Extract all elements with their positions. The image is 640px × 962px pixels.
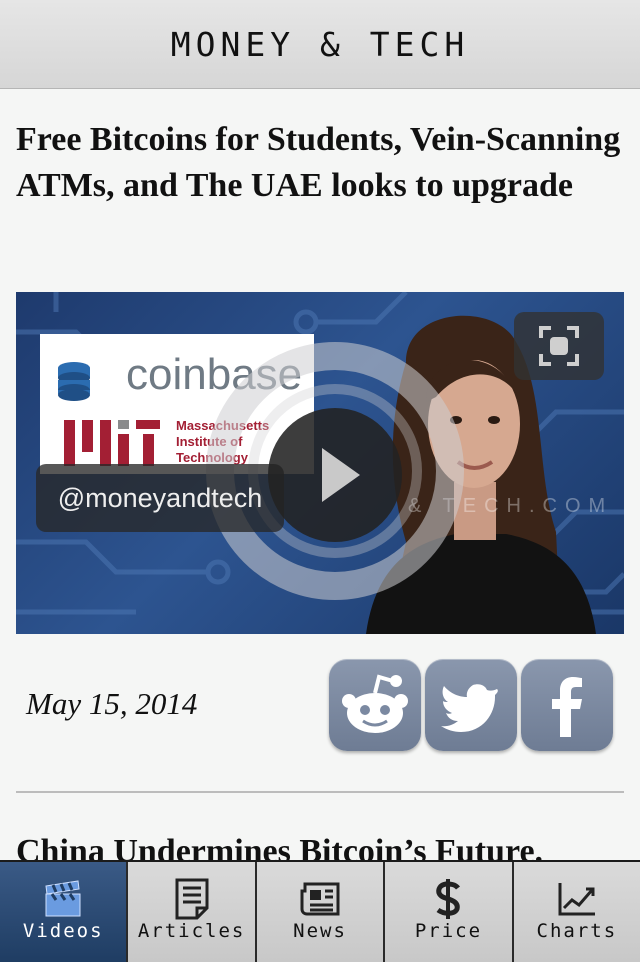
twitter-icon — [441, 684, 498, 732]
reddit-share-button[interactable] — [329, 659, 421, 751]
facebook-icon — [552, 677, 582, 737]
document-icon — [175, 878, 209, 920]
twitter-share-button[interactable] — [425, 659, 517, 751]
tab-videos[interactable]: Videos — [0, 862, 127, 962]
clapperboard-icon — [45, 880, 81, 917]
play-button[interactable] — [268, 408, 402, 542]
dollar-icon — [436, 879, 461, 919]
tab-label: News — [293, 920, 347, 942]
tab-label: Price — [414, 920, 483, 942]
article-date: May 15, 2014 — [26, 686, 198, 721]
tab-price[interactable]: Price — [383, 862, 511, 962]
article-feed[interactable]: Free Bitcoins for Students, Vein-Scannin… — [0, 89, 640, 860]
play-icon — [322, 448, 360, 502]
tab-charts[interactable]: Charts — [511, 862, 640, 962]
tab-label: Articles — [137, 920, 246, 942]
newspaper-icon — [300, 882, 340, 916]
reddit-icon — [342, 674, 408, 733]
tab-label: Videos — [22, 920, 104, 942]
divider — [16, 791, 624, 793]
coinbase-logo-icon — [58, 362, 90, 401]
app-title: MONEY & TECH — [170, 24, 470, 64]
tab-news[interactable]: News — [254, 862, 383, 962]
facebook-share-button[interactable] — [521, 659, 613, 751]
video-player[interactable]: coinbase Massachusetts Institute of Tech… — [16, 292, 624, 634]
fullscreen-button[interactable] — [514, 312, 604, 380]
app-header: MONEY & TECH — [0, 0, 640, 89]
article-headline[interactable]: Free Bitcoins for Students, Vein-Scannin… — [16, 121, 621, 204]
tab-articles[interactable]: Articles — [126, 862, 254, 962]
next-article-headline[interactable]: China Undermines Bitcoin’s Future. — [16, 833, 544, 860]
fullscreen-icon — [539, 326, 579, 366]
mit-logo-icon — [64, 420, 160, 466]
tab-bar: Videos Articles News Price — [0, 860, 640, 962]
line-chart-icon — [558, 883, 595, 916]
channel-handle: @moneyandtech — [36, 464, 284, 532]
tab-label: Charts — [536, 920, 618, 942]
